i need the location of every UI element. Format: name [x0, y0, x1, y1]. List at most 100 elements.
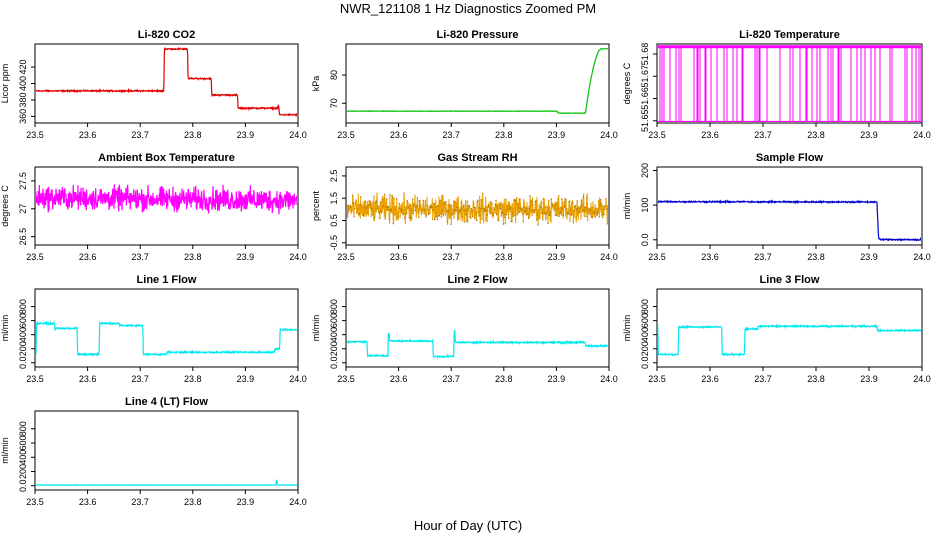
shared-x-axis-label: Hour of Day (UTC) [413, 518, 523, 533]
x-tick-label: 23.5 [26, 374, 44, 384]
y-tick-label: 27.5 [18, 172, 28, 190]
x-tick-label: 23.9 [860, 130, 878, 140]
y-axis-label: ml/min [622, 315, 632, 342]
x-tick-label: 23.9 [860, 252, 878, 262]
chart-title: Line 1 Flow [137, 274, 197, 286]
y-tick-label: 70 [329, 98, 339, 108]
chart-title: Line 3 Flow [760, 274, 820, 286]
data-area [658, 45, 921, 122]
x-tick-label: 23.6 [390, 252, 408, 262]
x-tick-label: 23.6 [79, 497, 97, 507]
x-tick-label: 23.7 [754, 130, 772, 140]
chart-panel-3: Li-820 Temperature degrees C 23.5 23.6 23.7 2… [622, 29, 931, 140]
data-series-line [36, 479, 297, 487]
x-tick-label: 23.8 [807, 252, 825, 262]
chart-panel-8: Line 2 Flow ml/min 23.5 23.6 23.7 23.8 23.9 24.… [311, 274, 618, 384]
x-tick-label: 23.9 [237, 374, 255, 384]
data-series-line [36, 320, 297, 358]
data-area [36, 184, 297, 215]
x-tick-label: 24.0 [289, 497, 307, 507]
x-tick-label: 23.8 [184, 252, 202, 262]
x-tick-label: 23.7 [131, 497, 149, 507]
y-tick-label: 200 [640, 341, 650, 356]
y-tick-label: 1.5 [329, 192, 339, 205]
x-tick-label: 23.5 [648, 252, 666, 262]
x-tick-label: 23.5 [337, 374, 355, 384]
plot-frame [34, 43, 299, 124]
x-tick-label: 23.7 [754, 252, 772, 262]
chart-panel-2: Li-820 Pressure kPa 23.5 23.6 23.7 23.8 23.9 24… [311, 29, 618, 140]
chart-title: Li-820 Pressure [437, 29, 519, 41]
x-tick-label: 23.7 [131, 130, 149, 140]
y-axis-label: ml/min [311, 315, 321, 342]
chart-title: Line 4 (LT) Flow [125, 396, 208, 408]
x-tick-label: 24.0 [913, 374, 931, 384]
y-tick-label: 800 [640, 299, 650, 314]
data-area [347, 329, 608, 359]
x-tick-label: 23.8 [184, 374, 202, 384]
x-tick-label: 23.6 [701, 374, 719, 384]
data-series-line [658, 199, 921, 242]
data-area [658, 323, 921, 358]
x-tick-label: 24.0 [600, 374, 618, 384]
x-tick-label: 23.5 [26, 497, 44, 507]
y-tick-label: 800 [329, 299, 339, 314]
y-tick-label: 360 [18, 109, 28, 124]
x-tick-label: 24.0 [913, 130, 931, 140]
x-tick-label: 23.5 [337, 252, 355, 262]
chart-panel-4: Ambient Box Temperature degrees C 23.5 23.6… [0, 152, 307, 262]
x-tick-label: 23.6 [701, 130, 719, 140]
x-tick-label: 23.7 [131, 252, 149, 262]
x-tick-label: 24.0 [600, 130, 618, 140]
y-tick-label: 0.0 [18, 479, 28, 492]
y-tick-label: 420 [18, 60, 28, 75]
x-tick-label: 23.9 [237, 252, 255, 262]
x-tick-label: 23.9 [548, 374, 566, 384]
y-tick-label: 800 [18, 299, 28, 314]
data-area [658, 199, 921, 242]
x-tick-label: 23.5 [648, 374, 666, 384]
data-area [36, 320, 297, 358]
y-axis-label: ml/min [622, 193, 632, 220]
plot-frame [34, 288, 299, 368]
data-series-toggle [659, 46, 921, 122]
chart-panel-9: Line 3 Flow ml/min 23.5 23.6 23.7 23.8 23.9 24.… [622, 274, 931, 384]
y-tick-label: 80 [329, 70, 339, 80]
y-tick-label: 380 [18, 92, 28, 107]
x-tick-label: 23.8 [495, 252, 513, 262]
y-tick-label: 51.67 [640, 65, 650, 88]
y-tick-label: 600 [18, 313, 28, 328]
y-tick-label: 26.5 [18, 228, 28, 246]
y-tick-label: 0.0 [640, 357, 650, 370]
plot-frame [345, 43, 610, 124]
y-tick-label: 0.0 [329, 357, 339, 370]
x-tick-label: 23.7 [131, 374, 149, 384]
x-tick-label: 23.8 [807, 374, 825, 384]
y-tick-label: 400 [329, 327, 339, 342]
y-axis-label: degrees C [0, 185, 10, 227]
x-tick-label: 23.8 [807, 130, 825, 140]
data-series-line [36, 184, 297, 215]
y-axis-label: ml/min [0, 437, 10, 464]
y-axis-label: percent [311, 190, 321, 221]
data-area [347, 47, 608, 115]
x-tick-label: 23.6 [79, 130, 97, 140]
x-tick-label: 23.6 [390, 374, 408, 384]
x-tick-label: 23.6 [79, 252, 97, 262]
x-tick-label: 23.6 [79, 374, 97, 384]
x-tick-label: 24.0 [289, 374, 307, 384]
chart-title: Li-820 Temperature [739, 29, 840, 41]
x-tick-label: 23.8 [184, 130, 202, 140]
plot-frame [34, 410, 299, 491]
x-tick-label: 23.7 [442, 252, 460, 262]
data-area [36, 46, 297, 118]
chart-panel-5: Gas Stream RH percent 23.5 23.6 23.7 23.8 23.9… [311, 152, 618, 262]
plot-frame [345, 288, 610, 368]
y-tick-label: 400 [18, 76, 28, 91]
page-title: NWR_121108 1 Hz Diagnostics Zoomed PM [339, 1, 597, 16]
y-tick-label: 51.66 [640, 87, 650, 110]
plot-frame [656, 166, 923, 246]
plot-frame [656, 43, 923, 124]
y-tick-label: 200 [640, 163, 650, 178]
